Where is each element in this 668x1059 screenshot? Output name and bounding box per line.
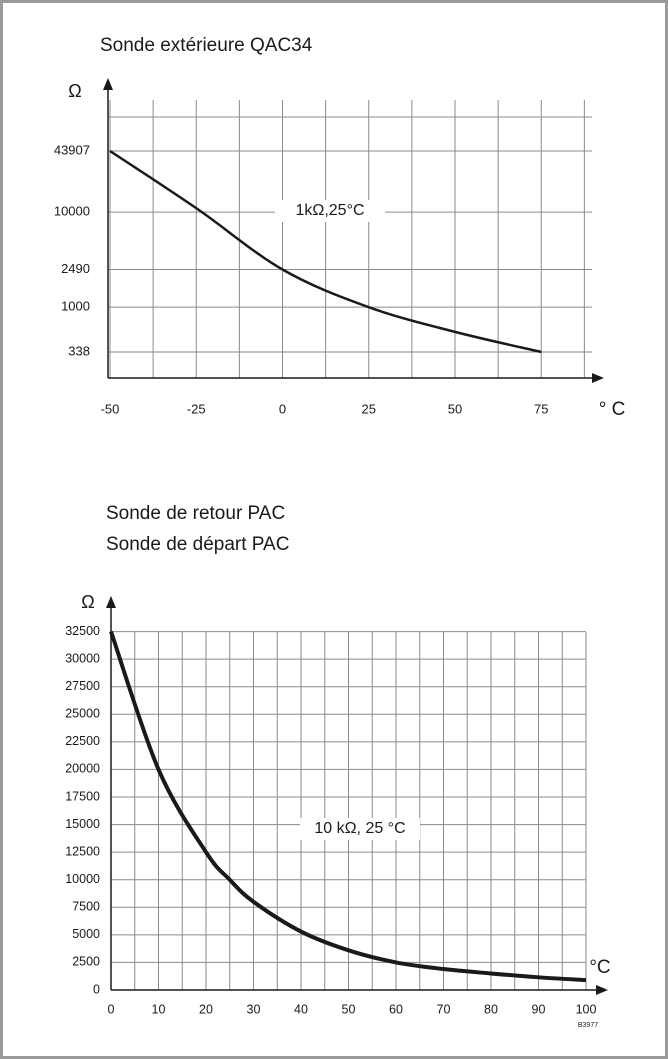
x-tick-label: 30	[247, 1002, 261, 1016]
y-tick-label: 0	[93, 982, 100, 996]
y-tick-label: 2490	[61, 261, 90, 276]
annotation: 10 kΩ, 25 °C	[314, 820, 405, 837]
y-tick-label: 17500	[65, 789, 100, 803]
x-tick-label: 70	[437, 1002, 451, 1016]
curve	[109, 630, 587, 983]
y-tick-label: 1000	[61, 299, 90, 314]
y-tick-label: 2500	[72, 955, 100, 969]
x-tick-label: 80	[484, 1002, 498, 1016]
x-tick-label: 0	[108, 1002, 115, 1016]
figure-code: B3977	[578, 1022, 598, 1029]
annotation: 1kΩ,25°C	[295, 202, 364, 219]
y-tick-label: 43907	[54, 142, 90, 157]
y-tick-label: 22500	[65, 734, 100, 748]
x-axis-arrow	[592, 373, 604, 383]
x-tick-label: 50	[448, 401, 462, 416]
x-tick-label: 100	[576, 1002, 597, 1016]
y-tick-label: 30000	[65, 651, 100, 665]
x-tick-label: 25	[362, 401, 376, 416]
y-tick-label: 25000	[65, 707, 100, 721]
x-tick-label: 60	[389, 1002, 403, 1016]
x-axis-arrow	[596, 985, 608, 995]
x-tick-label: -50	[101, 401, 120, 416]
y-axis-arrow	[103, 78, 113, 90]
y-tick-label: 15000	[65, 817, 100, 831]
x-tick-label: 40	[294, 1002, 308, 1016]
x-axis-label: ° C	[599, 399, 626, 420]
y-tick-label: 20000	[65, 762, 100, 776]
y-tick-label: 27500	[65, 679, 100, 693]
y-tick-label: 338	[68, 343, 90, 358]
y-tick-label: 10000	[54, 204, 90, 219]
y-tick-label: 32500	[65, 624, 100, 638]
x-tick-label: 75	[534, 401, 548, 416]
x-tick-label: 50	[342, 1002, 356, 1016]
chart-title: Sonde extérieure QAC34	[100, 35, 313, 56]
x-axis-label: °C	[589, 957, 610, 978]
curve	[109, 149, 542, 354]
annotation-bg	[275, 200, 385, 222]
y-axis-arrow	[106, 596, 116, 608]
y-axis-label: Ω	[81, 592, 94, 612]
y-tick-label: 7500	[72, 900, 100, 914]
chart-title: Sonde de départ PAC	[106, 534, 289, 555]
y-axis-label: Ω	[68, 81, 81, 101]
x-tick-label: 10	[152, 1002, 166, 1016]
x-tick-label: 20	[199, 1002, 213, 1016]
x-tick-label: -25	[187, 401, 206, 416]
x-tick-label: 0	[279, 401, 286, 416]
y-tick-label: 5000	[72, 927, 100, 941]
y-tick-label: 12500	[65, 844, 100, 858]
annotation-bg	[300, 818, 420, 840]
x-tick-label: 90	[532, 1002, 546, 1016]
chart-title: Sonde de retour PAC	[106, 503, 285, 524]
y-tick-label: 10000	[65, 872, 100, 886]
